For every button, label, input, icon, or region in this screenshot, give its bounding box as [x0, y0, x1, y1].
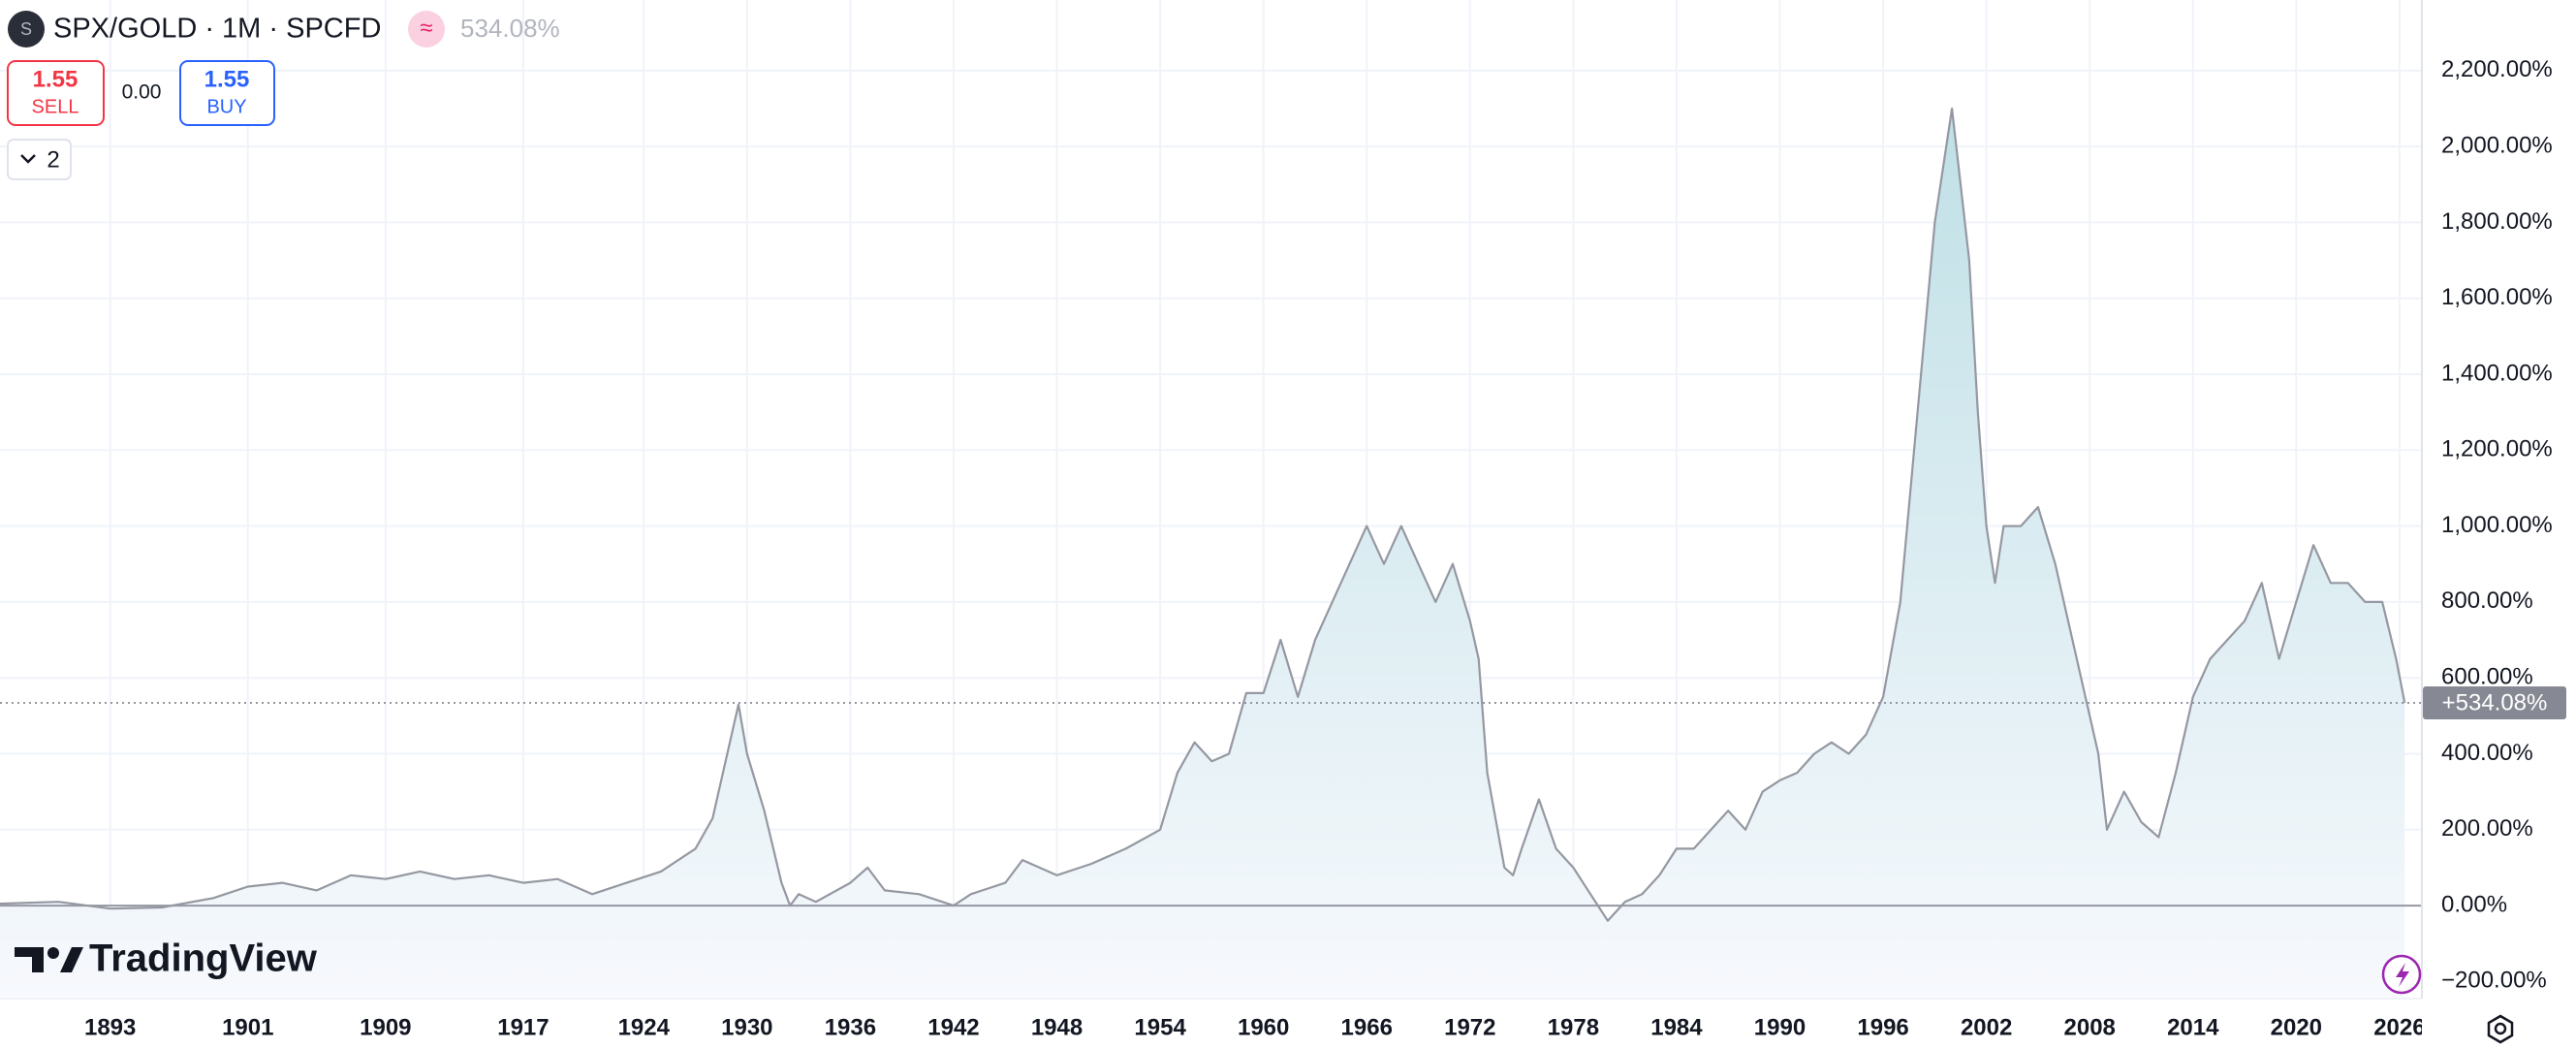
last-value-label: +534.08% [2442, 689, 2548, 715]
y-tick-label: 1,400.00% [2441, 360, 2553, 386]
settings-icon [2494, 1022, 2507, 1035]
x-tick-label: 1924 [618, 1014, 671, 1040]
sell-label: SELL [32, 96, 79, 117]
x-tick-label: 1984 [1650, 1014, 1703, 1040]
x-tick-label: 1909 [360, 1014, 411, 1040]
y-tick-label: 2,000.00% [2441, 132, 2553, 158]
buy-label: BUY [206, 96, 246, 117]
x-tick-label: 1966 [1341, 1014, 1393, 1040]
symbol-icon [8, 11, 45, 48]
lightning-icon [2396, 963, 2409, 987]
settings-button[interactable] [2487, 1014, 2514, 1044]
logo-mark [15, 947, 44, 972]
last-value-tag [2423, 686, 2566, 720]
status-badge[interactable] [408, 11, 445, 48]
x-tick-label: 1901 [222, 1014, 273, 1040]
x-tick-label: 2014 [2167, 1014, 2219, 1040]
x-tick-label: 1917 [497, 1014, 549, 1040]
status-badge-icon: ≈ [420, 15, 432, 41]
sell-button[interactable] [7, 60, 105, 126]
x-tick-label: 2002 [1961, 1014, 2012, 1040]
y-tick-label: −200.00% [2441, 968, 2547, 994]
y-tick-label: 1,000.00% [2441, 512, 2553, 538]
logo: TradingView [15, 938, 318, 980]
x-tick-label: 1893 [84, 1014, 136, 1040]
y-tick-label: 2,200.00% [2441, 56, 2553, 82]
y-tick-label: 400.00% [2441, 740, 2533, 766]
x-tick-label: 1978 [1548, 1014, 1599, 1040]
x-tick-label: 1960 [1238, 1014, 1289, 1040]
x-tick-label: 1972 [1444, 1014, 1495, 1040]
price-axis-panel [2422, 0, 2576, 1049]
y-tick-label: 1,600.00% [2441, 284, 2553, 310]
indicators-toggle[interactable] [7, 139, 72, 180]
y-tick-label: 200.00% [2441, 815, 2533, 842]
x-tick-label: 1936 [825, 1014, 876, 1040]
price-line [0, 107, 2406, 922]
y-tick-label: 1,800.00% [2441, 208, 2553, 235]
x-tick-label: 2008 [2064, 1014, 2116, 1040]
y-tick-label: 800.00% [2441, 588, 2533, 614]
x-tick-label: 2020 [2271, 1014, 2322, 1040]
logo-mark [60, 947, 83, 972]
symbol-icon-letter: S [20, 19, 32, 39]
x-tick-label: 1996 [1857, 1014, 1908, 1040]
symbol-title[interactable]: SPX/GOLD · 1M · SPCFD [53, 14, 381, 45]
chevron-icon [20, 154, 36, 164]
y-tick-label: 0.00% [2441, 891, 2507, 917]
x-tick-label: 1990 [1754, 1014, 1806, 1040]
x-tick-label: 1948 [1031, 1014, 1083, 1040]
area-fill [0, 109, 2405, 999]
x-tick-label: 1954 [1134, 1014, 1186, 1040]
y-tick-label: 600.00% [2441, 664, 2533, 690]
buy-price: 1.55 [204, 66, 250, 92]
sell-price: 1.55 [33, 66, 79, 92]
x-tick-label: 1930 [721, 1014, 772, 1040]
x-tick-label: 2026 [2373, 1014, 2425, 1040]
x-tick-label: 1942 [927, 1014, 979, 1040]
indicator-count: 2 [47, 146, 59, 173]
spread: 0.00 [122, 81, 162, 104]
change-value: 534.08% [460, 14, 560, 43]
logo-mark [47, 947, 59, 959]
buy-button[interactable] [179, 60, 275, 126]
logo-text: TradingView [89, 938, 318, 980]
y-tick-label: 1,200.00% [2441, 436, 2553, 462]
